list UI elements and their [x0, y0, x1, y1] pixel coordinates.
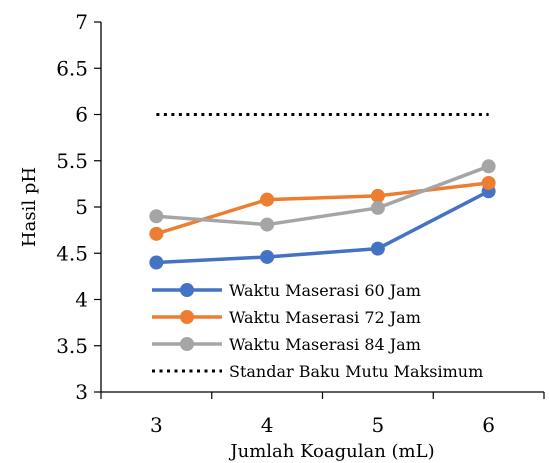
data-point: [370, 200, 385, 215]
x-tick-label: 6: [482, 413, 495, 437]
series-layer: [149, 113, 496, 270]
y-tick-label: 4: [75, 288, 88, 312]
data-point: [260, 249, 275, 264]
legend-marker: [180, 337, 194, 351]
data-point: [481, 175, 496, 190]
y-tick-label: 5.5: [56, 149, 88, 173]
x-tick-label: 4: [261, 413, 274, 437]
data-point: [370, 188, 385, 203]
y-tick-label: 6.5: [56, 56, 88, 80]
legend-label: Waktu Maserasi 60 Jam: [229, 281, 421, 300]
legend: Waktu Maserasi 60 Jam Waktu Maserasi 72 J…: [152, 281, 483, 381]
legend-item: Waktu Maserasi 72 Jam: [152, 308, 421, 327]
data-point: [149, 226, 164, 241]
legend-item: Waktu Maserasi 60 Jam: [152, 281, 421, 300]
y-tick-label: 5: [75, 195, 88, 219]
x-axis-label: Jumlah Koagulan (mL): [228, 441, 434, 462]
series-line: [156, 189, 490, 265]
series-line: [156, 164, 490, 227]
y-tick-label: 6: [75, 103, 88, 127]
legend-marker: [180, 283, 194, 297]
legend-item: Waktu Maserasi 84 Jam: [152, 335, 421, 354]
x-ticks: 3 4 5 6: [100, 392, 545, 437]
series-3: [149, 159, 496, 232]
legend-label: Waktu Maserasi 84 Jam: [229, 335, 421, 354]
series-2: [149, 175, 496, 241]
legend-label: Standar Baku Mutu Maksimum: [229, 362, 483, 381]
y-tick-label: 7: [75, 10, 88, 34]
y-ticks: 3 3.5 4 4.5 5 5.5 6 6.5 7: [56, 10, 101, 404]
data-point: [149, 209, 164, 224]
legend-item: Standar Baku Mutu Maksimum: [152, 362, 483, 381]
y-axis-label: Hasil pH: [19, 167, 40, 247]
series-line: [155, 181, 489, 236]
y-tick-label: 4.5: [56, 241, 88, 265]
data-point: [149, 255, 164, 270]
data-point: [260, 217, 275, 232]
legend-marker: [180, 310, 194, 324]
data-point: [481, 159, 496, 174]
x-tick-label: 5: [372, 413, 385, 437]
y-tick-label: 3.5: [56, 334, 88, 358]
data-point: [260, 192, 275, 207]
x-tick-label: 3: [150, 413, 163, 437]
y-tick-label: 3: [75, 380, 88, 404]
data-point: [370, 241, 385, 256]
legend-label: Waktu Maserasi 72 Jam: [229, 308, 421, 327]
